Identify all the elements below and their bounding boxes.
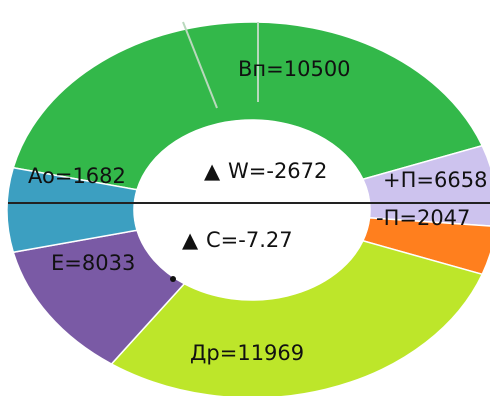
center-label-bottom-marker: ▲: [182, 228, 199, 252]
slice-divider-line: [182, 21, 218, 109]
label-e: E=8033: [51, 251, 135, 275]
label-vp: Вп=10500: [238, 57, 351, 81]
center-label-bottom: C=-7.27: [206, 228, 293, 252]
label-minus-p: -П=2047: [376, 206, 470, 230]
label-ao: Ao=1682: [28, 164, 126, 188]
donut-hole: [133, 119, 371, 301]
dot-marker: [170, 276, 176, 282]
center-label-top: W=-2672: [228, 159, 327, 183]
label-dr: Др=11969: [190, 341, 304, 365]
center-label-top-marker: ▲: [204, 159, 221, 183]
label-plus-p: +П=6658: [383, 168, 487, 192]
